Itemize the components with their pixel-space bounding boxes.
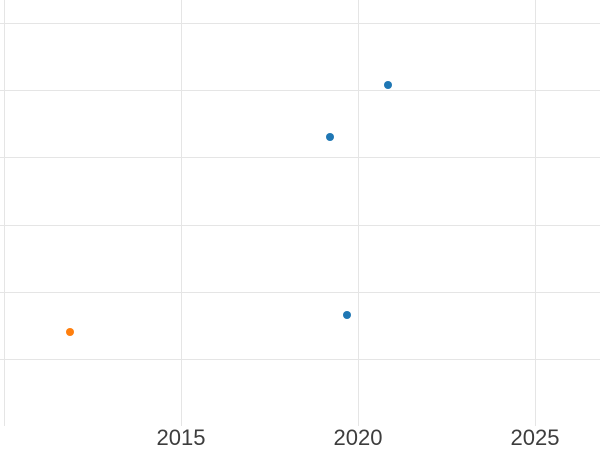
vertical-gridline (181, 0, 182, 426)
scatter-point-blue (343, 311, 351, 319)
scatter-point-blue (326, 133, 334, 141)
vertical-gridline (4, 0, 5, 426)
scatter-point-orange (66, 328, 74, 336)
horizontal-gridline (0, 90, 600, 91)
horizontal-gridline (0, 359, 600, 360)
horizontal-gridline (0, 292, 600, 293)
horizontal-gridline (0, 157, 600, 158)
vertical-gridline (358, 0, 359, 426)
horizontal-gridline (0, 225, 600, 226)
scatter-point-blue (384, 81, 392, 89)
vertical-gridline (535, 0, 536, 426)
horizontal-gridline (0, 23, 600, 24)
